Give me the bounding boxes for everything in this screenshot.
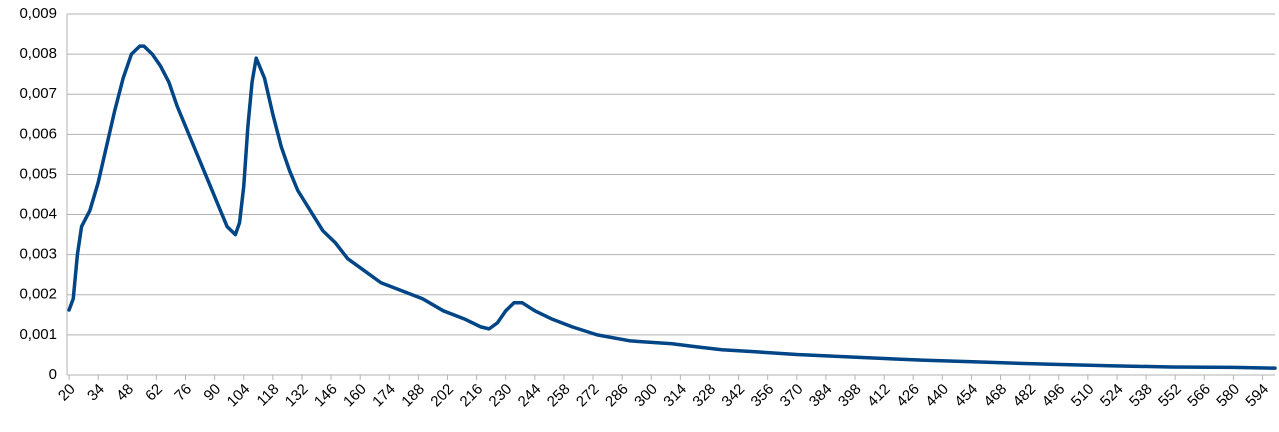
y-tick-label: 0,001 bbox=[19, 326, 57, 343]
x-tick-label: 314 bbox=[660, 381, 690, 411]
x-tick-label: 258 bbox=[544, 381, 574, 411]
x-tick-label: 566 bbox=[1184, 381, 1214, 411]
x-tick-label: 510 bbox=[1068, 381, 1098, 411]
x-tick-label: 328 bbox=[689, 381, 719, 411]
x-tick-label: 468 bbox=[980, 381, 1010, 411]
y-tick-label: 0,006 bbox=[19, 125, 57, 142]
x-tick-label: 580 bbox=[1213, 381, 1243, 411]
x-tick-label: 20 bbox=[55, 381, 79, 405]
x-tick-label: 370 bbox=[777, 381, 807, 411]
x-tick-label: 174 bbox=[369, 381, 399, 411]
x-tick-label: 426 bbox=[893, 381, 923, 411]
y-tick-label: 0 bbox=[49, 366, 57, 383]
y-tick-label: 0,007 bbox=[19, 85, 57, 102]
x-tick-label: 356 bbox=[748, 381, 778, 411]
x-tick-label: 244 bbox=[515, 381, 545, 411]
x-tick-label: 146 bbox=[311, 381, 341, 411]
x-tick-label: 524 bbox=[1097, 381, 1127, 411]
x-tick-label: 594 bbox=[1242, 381, 1272, 411]
x-tick-label: 202 bbox=[427, 381, 457, 411]
x-tick-label: 286 bbox=[602, 381, 632, 411]
y-tick-label: 0,009 bbox=[19, 5, 57, 22]
y-tick-label: 0,002 bbox=[19, 286, 57, 303]
x-tick-label: 118 bbox=[254, 381, 283, 410]
line-series bbox=[67, 44, 1277, 370]
x-tick-label: 104 bbox=[224, 381, 254, 411]
x-tick-label: 412 bbox=[864, 381, 894, 411]
x-tick-label: 160 bbox=[340, 381, 370, 411]
x-tick-label: 398 bbox=[835, 381, 865, 411]
x-tick-label: 132 bbox=[282, 381, 312, 411]
x-tick-label: 272 bbox=[573, 381, 603, 411]
x-tick-label: 342 bbox=[718, 381, 748, 411]
y-tick-label: 0,003 bbox=[19, 246, 57, 263]
x-tick-label: 454 bbox=[951, 381, 981, 411]
x-tick-label: 62 bbox=[142, 381, 166, 405]
x-tick-label: 230 bbox=[486, 381, 516, 411]
x-tick-label: 76 bbox=[171, 381, 195, 405]
y-tick-label: 0,004 bbox=[19, 206, 57, 223]
x-tick-label: 48 bbox=[113, 381, 137, 405]
x-tick-label: 552 bbox=[1155, 381, 1185, 411]
x-tick-label: 538 bbox=[1126, 381, 1156, 411]
x-tick-label: 188 bbox=[398, 381, 428, 411]
x-tick-label: 34 bbox=[84, 381, 108, 405]
x-tick-label: 440 bbox=[922, 381, 952, 411]
y-tick-label: 0,005 bbox=[19, 165, 57, 182]
x-tick-label: 496 bbox=[1039, 381, 1069, 411]
x-tick-label: 384 bbox=[806, 381, 836, 411]
y-tick-label: 0,008 bbox=[19, 45, 57, 62]
x-tick-label: 90 bbox=[200, 381, 224, 405]
x-tick-label: 300 bbox=[631, 381, 661, 411]
x-tick-label: 482 bbox=[1010, 381, 1040, 411]
x-tick-label: 216 bbox=[457, 381, 487, 411]
